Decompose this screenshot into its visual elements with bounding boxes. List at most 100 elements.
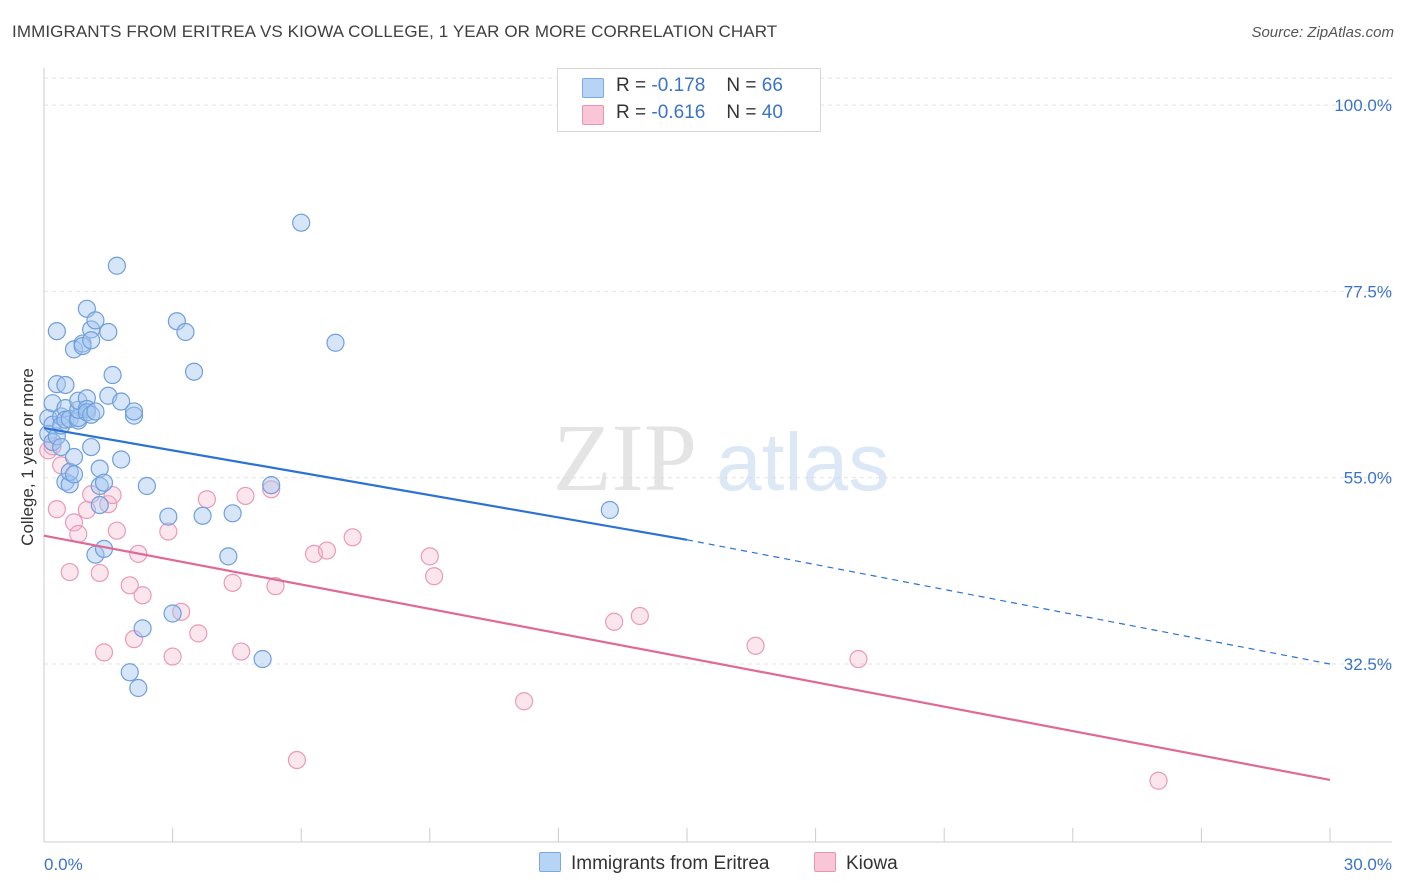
kiowa-point — [420, 547, 439, 566]
kiowa-point — [605, 612, 624, 631]
kiowa-point — [133, 586, 152, 605]
legend-r-kiowa: -0.616 — [651, 102, 706, 123]
kiowa-points — [39, 437, 1168, 790]
eritrea-point — [176, 322, 195, 342]
x-tick-label-min: 0.0% — [44, 855, 83, 874]
kiowa-point — [60, 562, 79, 582]
legend-r-label: R = — [616, 75, 647, 96]
eritrea-point — [86, 311, 105, 330]
eritrea-point — [253, 649, 272, 669]
eritrea-point — [112, 392, 131, 411]
bottom-legend-label-kiowa: Kiowa — [846, 853, 898, 874]
y-tick-label: 55.0% — [1344, 469, 1392, 488]
kiowa-point — [746, 636, 765, 655]
bottom-legend-swatch-eritrea — [539, 852, 561, 872]
kiowa-point — [47, 500, 66, 519]
kiowa-point — [223, 573, 242, 592]
kiowa-point — [90, 563, 109, 583]
eritrea-point — [159, 507, 178, 526]
kiowa-point — [262, 480, 281, 499]
y-axis-label: College, 1 year or more — [18, 368, 37, 546]
eritrea-point — [86, 402, 105, 421]
eritrea-point — [600, 500, 619, 520]
eritrea-point — [64, 465, 84, 484]
eritrea-point — [47, 322, 66, 341]
eritrea-point — [129, 678, 148, 698]
eritrea-point — [103, 365, 122, 385]
kiowa-point — [120, 576, 139, 595]
eritrea-point — [124, 406, 144, 425]
bottom-legend-label-eritrea: Immigrants from Eritrea — [571, 853, 770, 874]
eritrea-trend-extension — [686, 539, 1331, 665]
eritrea-point — [124, 402, 144, 421]
axes — [43, 68, 1392, 843]
bottom-legend-swatch-kiowa — [814, 852, 836, 872]
legend-n-label: N = — [726, 75, 757, 96]
eritrea-point — [163, 604, 182, 623]
eritrea-point — [99, 322, 118, 342]
kiowa-point — [189, 624, 208, 643]
legend-n-kiowa: 40 — [761, 102, 783, 123]
watermark-atlas: atlas — [716, 417, 889, 508]
eritrea-point — [52, 437, 71, 457]
eritrea-point — [137, 476, 156, 496]
kiowa-point — [197, 490, 216, 509]
trend-lines — [43, 426, 1331, 781]
eritrea-points — [39, 213, 619, 698]
eritrea-point — [94, 473, 114, 492]
kiowa-point — [343, 528, 362, 547]
y-tick-label: 100.0% — [1334, 96, 1392, 115]
kiowa-point — [630, 606, 649, 626]
kiowa-trend-line — [43, 534, 1331, 781]
legend-swatch-eritrea — [582, 78, 604, 98]
eritrea-point — [223, 504, 242, 523]
y-tick-label: 32.5% — [1344, 655, 1392, 674]
eritrea-point — [262, 476, 281, 495]
kiowa-point — [94, 643, 114, 662]
eritrea-point — [326, 333, 345, 352]
kiowa-point — [266, 577, 285, 596]
eritrea-point — [77, 389, 96, 408]
eritrea-point — [82, 331, 101, 350]
eritrea-point — [292, 213, 311, 232]
kiowa-point — [849, 649, 868, 669]
kiowa-point — [103, 485, 122, 505]
eritrea-point — [60, 475, 79, 494]
kiowa-point — [159, 522, 178, 541]
kiowa-point — [236, 486, 255, 506]
eritrea-point — [56, 375, 75, 395]
grid-lines — [44, 77, 1392, 665]
legend: R = -0.178 N = 66 R = -0.616 N = 40 — [557, 68, 821, 132]
eritrea-point — [184, 362, 204, 381]
kiowa-point — [424, 567, 444, 586]
kiowa-point — [515, 692, 534, 711]
bottom-legend-eritrea: Immigrants from Eritrea — [539, 852, 769, 875]
eritrea-point — [112, 450, 131, 469]
kiowa-point — [64, 513, 84, 532]
chart-title: IMMIGRANTS FROM ERITREA VS KIOWA COLLEGE… — [12, 22, 778, 41]
legend-r-label: R = — [616, 102, 647, 123]
kiowa-point — [232, 642, 251, 661]
eritrea-point — [107, 256, 126, 275]
kiowa-point — [163, 647, 182, 666]
eritrea-point — [133, 619, 152, 638]
kiowa-point — [107, 521, 126, 540]
kiowa-point — [287, 750, 307, 770]
legend-n-label: N = — [726, 102, 757, 123]
eritrea-point — [64, 447, 84, 467]
bottom-legend-kiowa: Kiowa — [814, 852, 898, 875]
watermark-zip: ZIP — [553, 404, 697, 511]
eritrea-point — [219, 547, 238, 566]
x-tick-label-max: 30.0% — [1344, 855, 1392, 874]
kiowa-point — [1149, 771, 1168, 790]
eritrea-point — [90, 495, 109, 515]
eritrea-point — [120, 663, 139, 682]
legend-n-eritrea: 66 — [761, 75, 783, 96]
legend-swatch-kiowa — [582, 105, 604, 125]
kiowa-point — [317, 541, 337, 560]
tick-labels: 100.0% 77.5% 55.0% 32.5% 0.0% 30.0% — [44, 96, 1392, 874]
source-label: Source: ZipAtlas.com — [1251, 24, 1394, 41]
y-tick-label: 77.5% — [1344, 282, 1392, 301]
eritrea-point — [82, 437, 101, 457]
